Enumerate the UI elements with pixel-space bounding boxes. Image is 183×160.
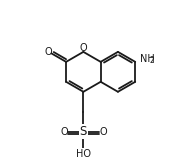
Text: HO: HO	[76, 149, 91, 159]
Text: 2: 2	[149, 56, 154, 65]
Text: O: O	[60, 127, 68, 137]
Text: S: S	[80, 125, 87, 138]
Text: O: O	[99, 127, 107, 137]
Text: NH: NH	[139, 54, 154, 64]
Text: O: O	[45, 47, 52, 57]
Text: O: O	[80, 43, 87, 53]
